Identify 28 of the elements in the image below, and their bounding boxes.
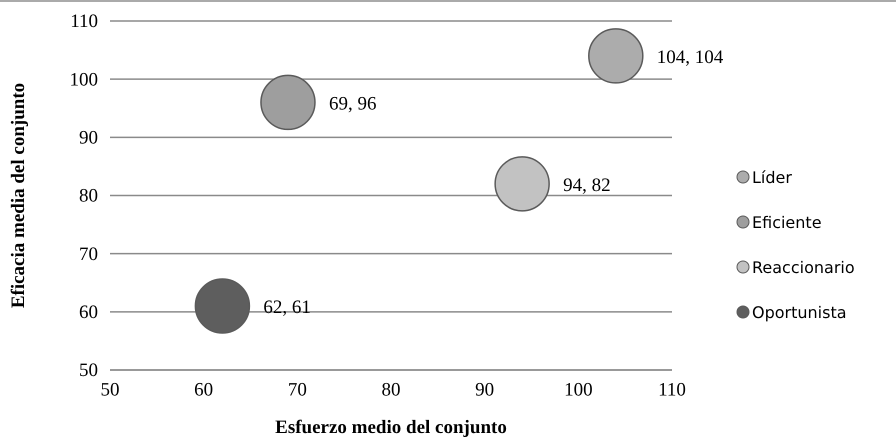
data-label: 104, 104 [656, 46, 724, 68]
y-tick-label: 50 [79, 360, 98, 382]
point [194, 278, 250, 334]
y-axis-title: Eficacia media del conjunto [8, 82, 29, 308]
point [494, 156, 550, 212]
y-tick-label: 90 [79, 127, 98, 148]
point [588, 28, 644, 84]
x-axis-title: Esfuerzo medio del conjunto [275, 417, 507, 438]
x-tick-label: 70 [288, 379, 307, 400]
x-tick-label: 80 [382, 379, 400, 400]
point [260, 74, 316, 130]
x-tick-label: 90 [475, 379, 494, 400]
y-tick-label: 70 [79, 244, 98, 265]
data-label: 62, 61 [263, 297, 311, 318]
legend-label: Eficiente [752, 213, 822, 232]
y-tick-label: 60 [79, 302, 98, 323]
x-tick-label: 60 [194, 379, 214, 400]
x-tick-label: 110 [658, 379, 686, 400]
legend-label: Oportunista [752, 303, 847, 322]
legend-label: Líder [752, 168, 792, 187]
data-label: 69, 96 [328, 93, 376, 114]
legend-label: Reaccionario [752, 258, 855, 277]
y-tick-label: 110 [70, 11, 98, 32]
y-tick-label: 80 [79, 186, 98, 207]
y-tick-label: 100 [70, 69, 98, 90]
x-tick-label: 50 [100, 379, 120, 400]
data-label: 94, 82 [563, 174, 611, 196]
x-tick-label: 100 [564, 379, 593, 400]
